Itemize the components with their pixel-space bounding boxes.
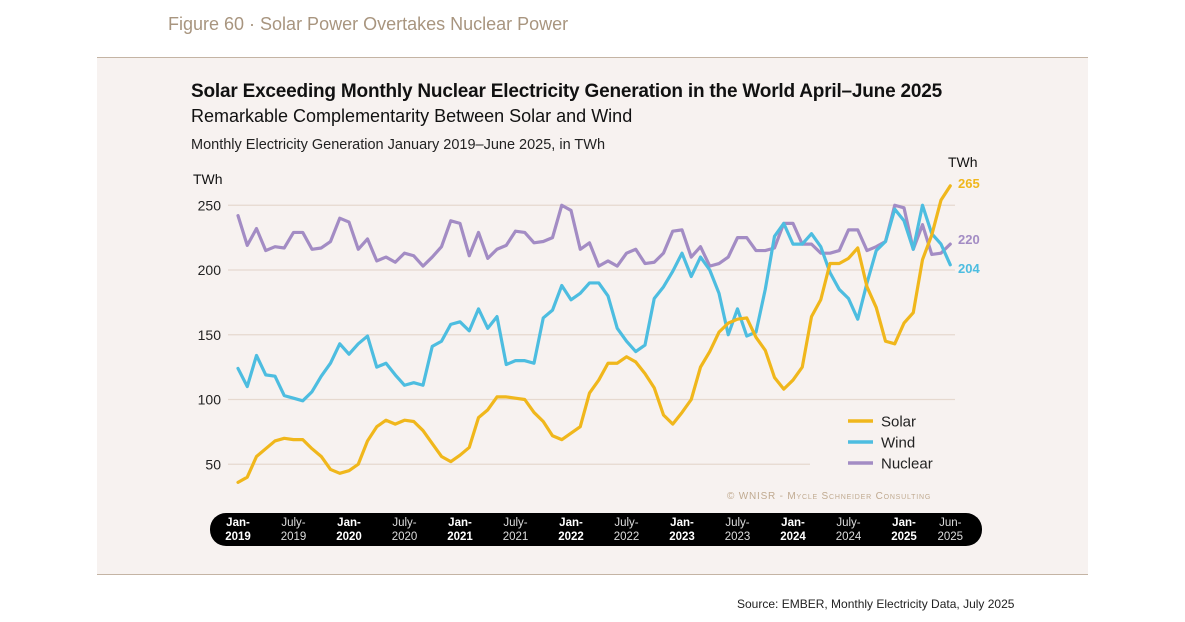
legend-label-wind: Wind — [881, 435, 915, 452]
legend-label-nuclear: Nuclear — [881, 456, 933, 473]
x-axis-bar — [210, 513, 982, 546]
x-tick-label: July- 2023 — [724, 517, 751, 543]
series-line-nuclear — [236, 203, 952, 268]
chart-title: Solar Exceeding Monthly Nuclear Electric… — [191, 81, 942, 102]
x-tick-label: Jan- 2022 — [558, 517, 584, 543]
legend-label-solar: Solar — [881, 414, 916, 431]
x-tick-label: July- 2020 — [391, 517, 418, 543]
x-tick-label: Jan- 2025 — [891, 517, 917, 543]
x-tick-label: July- 2022 — [613, 517, 640, 543]
y-tick-label: 200 — [198, 262, 222, 278]
x-tick-label: Jan- 2024 — [780, 517, 806, 543]
end-label-nuclear: 220 — [958, 232, 980, 247]
source-note: Source: EMBER, Monthly Electricity Data,… — [737, 597, 1015, 611]
copyright: © WNISR - Mycle Schneider Consulting — [727, 491, 932, 502]
x-tick-label: July- 2024 — [835, 517, 862, 543]
x-tick-label: Jan- 2021 — [447, 517, 473, 543]
end-label-wind: 204 — [958, 261, 980, 276]
chart-description: Monthly Electricity Generation January 2… — [191, 137, 606, 153]
x-tick-label: Jan- 2019 — [225, 517, 251, 543]
y-tick-label: 100 — [198, 392, 222, 408]
end-label-solar: 265 — [958, 176, 980, 191]
x-tick-label: July- 2019 — [280, 517, 307, 543]
x-tick-label: Jan- 2020 — [336, 517, 362, 543]
series-line-wind — [236, 203, 952, 403]
x-tick-label: Jun- 2025 — [937, 517, 964, 543]
series-line-solar — [236, 184, 952, 484]
y-axis-label-right: TWh — [948, 154, 978, 170]
y-tick-label: 250 — [198, 197, 222, 213]
x-tick-label: July- 2021 — [502, 517, 529, 543]
y-axis-label: TWh — [193, 171, 223, 187]
figure-caption: Figure 60 · Solar Power Overtakes Nuclea… — [168, 14, 569, 34]
y-tick-label: 50 — [205, 456, 221, 472]
x-tick-label: Jan- 2023 — [669, 517, 695, 543]
chart-subtitle: Remarkable Complementarity Between Solar… — [191, 106, 633, 126]
chart-panel — [97, 57, 1088, 575]
y-tick-label: 150 — [198, 327, 222, 343]
